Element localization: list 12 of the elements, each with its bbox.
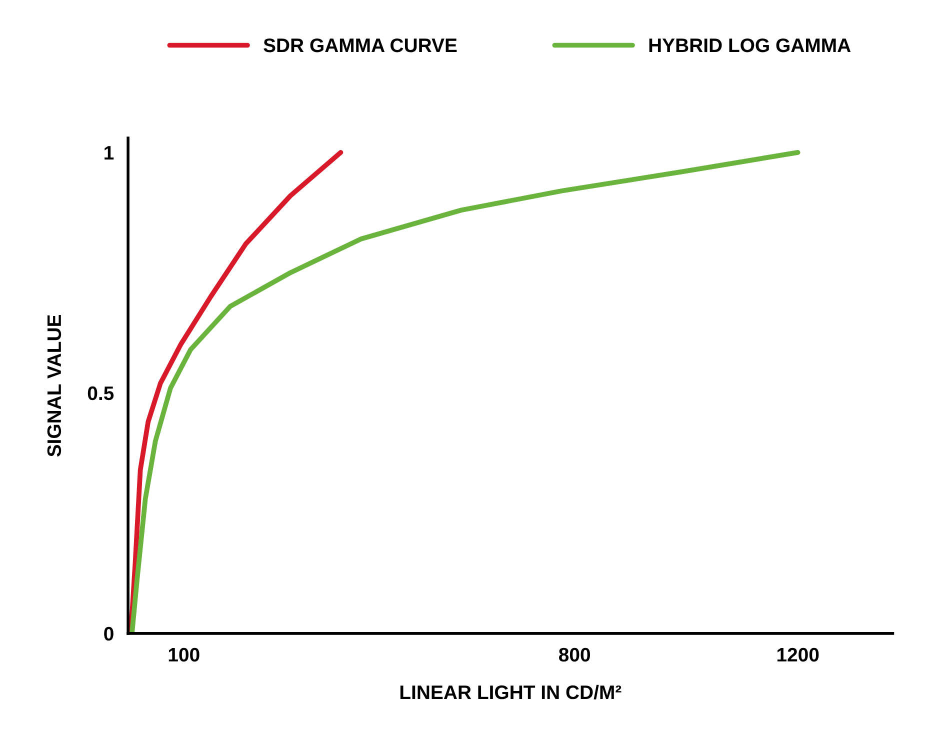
line-series	[128, 150, 344, 634]
x-tick-label: 800	[558, 648, 590, 662]
y-tick-label: 1	[104, 146, 114, 160]
y-tick-label: 0	[104, 626, 114, 641]
legend-label: HYBRID LOG GAMMA	[649, 38, 851, 52]
legend-label: SDR GAMMA CURVE	[264, 38, 457, 52]
line-series	[130, 150, 800, 634]
x-tick-label: 100	[168, 648, 200, 662]
x-tick-label: 1200	[777, 648, 819, 662]
y-axis-title: SIGNAL VALUE	[47, 314, 62, 457]
x-axis-title: LINEAR LIGHT IN CD/M²	[400, 684, 622, 700]
y-tick-label: 0.5	[88, 386, 114, 400]
